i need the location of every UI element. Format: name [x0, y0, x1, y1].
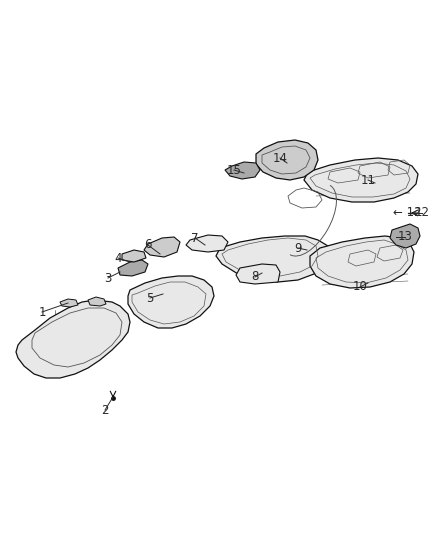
Polygon shape — [60, 299, 78, 307]
Polygon shape — [304, 158, 418, 202]
Text: 12: 12 — [414, 206, 430, 220]
Polygon shape — [122, 250, 146, 262]
Polygon shape — [256, 140, 318, 180]
Polygon shape — [16, 300, 130, 378]
Text: 11: 11 — [360, 174, 375, 187]
Polygon shape — [144, 237, 180, 257]
Polygon shape — [310, 236, 414, 288]
Polygon shape — [186, 235, 228, 252]
Text: 7: 7 — [191, 231, 199, 245]
Polygon shape — [88, 297, 106, 306]
Text: 3: 3 — [104, 271, 112, 285]
Text: 9: 9 — [294, 241, 302, 254]
Text: 13: 13 — [398, 230, 413, 244]
Text: 1: 1 — [38, 305, 46, 319]
Polygon shape — [216, 236, 330, 282]
Text: 8: 8 — [251, 271, 259, 284]
Polygon shape — [236, 264, 280, 284]
Text: 4: 4 — [114, 252, 122, 264]
Polygon shape — [225, 162, 260, 179]
Text: 5: 5 — [146, 292, 154, 304]
Polygon shape — [128, 276, 214, 328]
Text: 10: 10 — [353, 280, 367, 294]
Text: ← 12: ← 12 — [393, 206, 422, 220]
Text: 2: 2 — [101, 403, 109, 416]
Text: 14: 14 — [272, 151, 287, 165]
Polygon shape — [390, 224, 420, 248]
Text: 6: 6 — [144, 238, 152, 252]
Text: 15: 15 — [226, 164, 241, 176]
Polygon shape — [118, 260, 148, 276]
